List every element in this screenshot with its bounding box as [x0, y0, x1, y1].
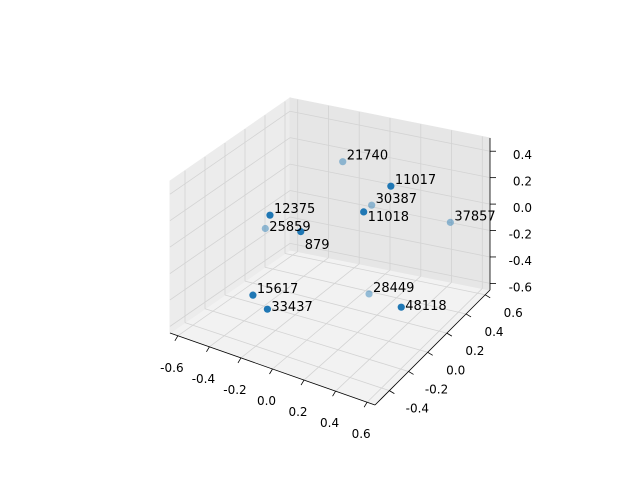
y-axis-line — [374, 289, 491, 406]
x-tick-mark — [332, 390, 336, 397]
z-grid-left — [169, 216, 291, 301]
x-grid-floor — [177, 251, 298, 337]
point-label: 879 — [305, 238, 330, 253]
point-labels: 21740 11017 30387 11018 12375 25859 879 37857 15… — [257, 149, 496, 315]
x-tick-mark — [269, 368, 273, 375]
x-tick-mark — [300, 379, 305, 386]
data-point — [249, 291, 257, 299]
y-tick-mark — [389, 390, 395, 394]
x-tick-mark — [206, 346, 210, 353]
data-point — [365, 290, 373, 298]
x-grid-floor — [335, 282, 452, 392]
y-tick-label: -0.2 — [425, 382, 448, 396]
z-grid-left — [169, 190, 291, 274]
z-tick-label: -0.4 — [509, 254, 532, 268]
x-grid-floor — [240, 263, 360, 359]
data-point — [266, 211, 274, 219]
z-tick-label: -0.2 — [509, 228, 532, 242]
y-tick-mark — [465, 313, 472, 318]
x-tick-label: 0.0 — [257, 394, 276, 408]
data-points — [249, 158, 454, 313]
z-grid-left — [169, 110, 291, 195]
data-point — [368, 201, 376, 209]
y-tick-mark — [485, 294, 491, 299]
z-grid-left — [169, 243, 291, 327]
point-label: 15617 — [257, 282, 298, 297]
x-grid-floor — [366, 288, 483, 403]
y-tick-label: 0.4 — [484, 325, 503, 339]
data-point — [446, 218, 454, 226]
x-tick-label: 0.4 — [320, 416, 339, 430]
z-tick-label: 0.0 — [513, 201, 532, 215]
z-tick-label: 0.4 — [513, 148, 532, 162]
x-grid-floor — [303, 275, 422, 381]
data-point — [263, 305, 271, 313]
y-grid-floor — [264, 266, 467, 315]
z-grid-left — [169, 163, 291, 248]
z-grid-back — [289, 216, 491, 258]
data-point — [397, 303, 405, 311]
x-tick-label: 0.6 — [352, 427, 371, 441]
y-grid-floor — [244, 280, 447, 334]
x-tick-label: -0.4 — [192, 372, 215, 386]
y-tick-label: 0.6 — [504, 306, 523, 320]
y-tick-label: -0.4 — [406, 402, 429, 416]
y-tick-mark — [408, 371, 414, 375]
y-tick-label: 0.2 — [465, 344, 484, 358]
data-point — [387, 182, 395, 190]
point-label: 37857 — [454, 209, 495, 224]
data-point — [261, 224, 269, 233]
z-tick-label: 0.2 — [513, 175, 532, 189]
point-label: 28449 — [373, 281, 414, 296]
y-grid-floor — [284, 253, 486, 296]
x-grid-floor — [272, 269, 391, 370]
point-label: 30387 — [376, 192, 417, 207]
x-tick-label: -0.2 — [223, 383, 246, 397]
x-tick-mark — [174, 335, 179, 341]
point-label: 21740 — [347, 149, 388, 164]
point-label: 11017 — [395, 173, 436, 188]
z-grid-back — [289, 242, 491, 284]
point-label: 33437 — [271, 300, 312, 315]
z-grid-back — [289, 137, 491, 179]
point-label: 11018 — [368, 210, 409, 225]
data-point — [297, 228, 305, 236]
x-grid-floor — [209, 257, 329, 348]
x-tick-mark — [237, 357, 242, 364]
data-point — [360, 208, 368, 216]
z-grid-back — [289, 110, 491, 152]
x-tick-label: -0.6 — [160, 361, 183, 375]
y-tick-label: 0.0 — [446, 363, 465, 377]
z-grid-left — [169, 137, 291, 221]
x-tick-mark — [363, 402, 368, 408]
z-tick-label: -0.6 — [509, 280, 532, 294]
y-tick-mark — [446, 332, 453, 337]
point-label: 25859 — [269, 220, 310, 235]
y-grid-floor — [184, 322, 390, 392]
y-grid-floor — [204, 308, 409, 372]
grid-lines — [169, 99, 491, 403]
z-grid-back — [289, 190, 491, 231]
point-label: 48118 — [405, 299, 446, 314]
y-grid-floor — [224, 294, 428, 353]
y-tick-mark — [427, 351, 433, 356]
point-label: 12375 — [274, 202, 315, 217]
data-point — [339, 158, 347, 166]
tick-labels: -0.6-0.4-0.20.00.20.40.6-0.4-0.20.00.20.… — [160, 148, 532, 441]
x-tick-label: 0.2 — [288, 405, 307, 419]
